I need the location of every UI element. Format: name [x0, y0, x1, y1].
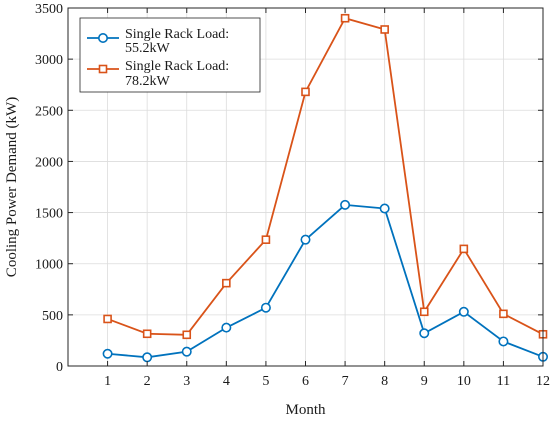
series-1-point	[379, 203, 390, 214]
series-1-point	[142, 352, 153, 363]
series-2-point	[340, 13, 350, 23]
x-tick-label: 10	[457, 374, 471, 389]
legend-label-series-2-line-2: 78.2kW	[125, 74, 171, 89]
series-2-point	[261, 235, 271, 244]
series-layer	[102, 13, 548, 363]
x-tick-label: 4	[223, 374, 230, 389]
series-1-point	[340, 199, 351, 210]
x-tick-label: 6	[302, 374, 309, 389]
series-1-point	[260, 302, 271, 313]
y-tick-label: 1000	[35, 258, 63, 273]
series-2-point	[380, 25, 389, 34]
legend-label-series-2-line-1: Single Rack Load:	[125, 59, 229, 74]
x-tick-label: 8	[381, 374, 388, 389]
y-tick-label: 500	[42, 309, 63, 324]
series-1-point	[498, 336, 509, 347]
series-2-point	[459, 244, 469, 254]
legend: Single Rack Load: 55.2kW Single Rack Loa…	[79, 17, 261, 93]
series-1-point	[419, 328, 430, 339]
legend-marker-series-1	[98, 32, 109, 43]
series-1-point	[221, 322, 232, 333]
legend-label-series-1-line-2: 55.2kW	[125, 41, 171, 56]
y-tick-label: 3500	[35, 2, 63, 17]
x-tick-label: 7	[342, 374, 349, 389]
series-2-point	[222, 278, 231, 288]
y-tick-label: 2500	[35, 104, 63, 119]
y-tick-label: 0	[56, 360, 63, 375]
series-1-point	[181, 346, 192, 357]
y-tick-label: 2000	[35, 155, 63, 170]
series-2-point	[142, 329, 152, 339]
x-tick-label: 5	[262, 374, 269, 389]
x-axis-label: Month	[285, 402, 326, 418]
series-2-point	[301, 87, 310, 97]
series-1-point	[102, 348, 113, 359]
series-1-point	[458, 306, 469, 317]
series-2-line	[107, 17, 544, 336]
y-axis-label: Cooling Power Demand (kW)	[4, 97, 20, 277]
x-tick-label: 2	[144, 374, 151, 389]
series-1-line	[107, 203, 544, 359]
axis-ticks: 1 2 3 4 5 6 7 8 9 10 11 120500100015002000250030003…	[35, 2, 550, 389]
series-2-point	[182, 330, 192, 340]
legend-marker-series-2	[98, 64, 108, 74]
series-2-point	[103, 314, 112, 324]
x-tick-label: 1	[104, 374, 111, 389]
x-tick-label: 11	[497, 374, 510, 389]
series-2-point	[499, 309, 508, 319]
y-tick-label: 3000	[35, 53, 63, 68]
series-1-point	[300, 234, 311, 245]
x-tick-label: 12	[536, 374, 550, 389]
series-2-point	[419, 307, 429, 317]
legend-label-series-1-line-1: Single Rack Load:	[125, 27, 229, 42]
y-tick-label: 1500	[35, 207, 63, 222]
legend-box	[79, 17, 261, 93]
x-tick-label: 3	[183, 374, 190, 389]
x-tick-label: 9	[421, 374, 428, 389]
